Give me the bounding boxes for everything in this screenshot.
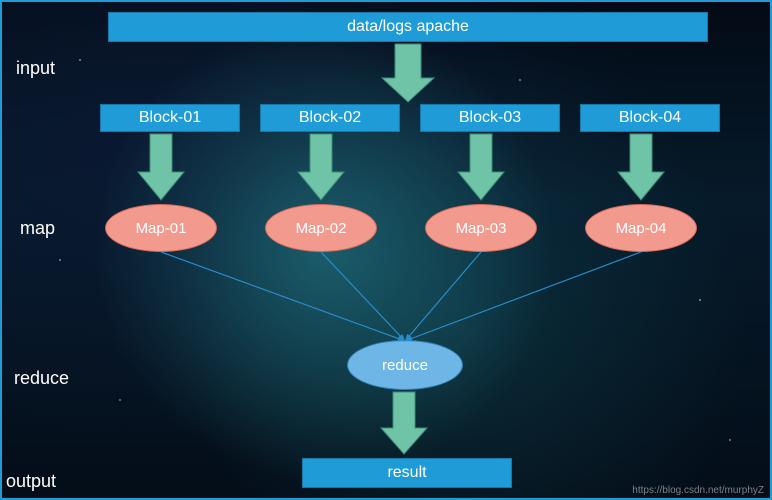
block-label: Block-03 bbox=[459, 109, 521, 127]
map-04: Map-04 bbox=[585, 204, 697, 252]
map-01: Map-01 bbox=[105, 204, 217, 252]
map-label: Map-03 bbox=[456, 220, 507, 237]
source-box-label: data/logs apache bbox=[347, 18, 469, 36]
block-label: Block-01 bbox=[139, 109, 201, 127]
map-03: Map-03 bbox=[425, 204, 537, 252]
source-box: data/logs apache bbox=[108, 12, 708, 42]
block-03: Block-03 bbox=[420, 104, 560, 132]
map-label: Map-04 bbox=[616, 220, 667, 237]
row-label-input: input bbox=[16, 58, 55, 79]
block-04: Block-04 bbox=[580, 104, 720, 132]
map-02: Map-02 bbox=[265, 204, 377, 252]
map-label: Map-02 bbox=[296, 220, 347, 237]
diagram-stage: input map reduce output data/logs apache… bbox=[0, 0, 772, 500]
block-02: Block-02 bbox=[260, 104, 400, 132]
block-01: Block-01 bbox=[100, 104, 240, 132]
reduce-node: reduce bbox=[347, 340, 463, 390]
reduce-label: reduce bbox=[382, 357, 428, 374]
map-label: Map-01 bbox=[136, 220, 187, 237]
row-label-reduce: reduce bbox=[14, 368, 69, 389]
block-label: Block-02 bbox=[299, 109, 361, 127]
result-box-label: result bbox=[387, 464, 426, 482]
row-label-output: output bbox=[6, 471, 56, 492]
watermark-text: https://blog.csdn.net/murphyZ bbox=[632, 485, 764, 496]
row-label-map: map bbox=[20, 218, 55, 239]
block-label: Block-04 bbox=[619, 109, 681, 127]
result-box: result bbox=[302, 458, 512, 488]
